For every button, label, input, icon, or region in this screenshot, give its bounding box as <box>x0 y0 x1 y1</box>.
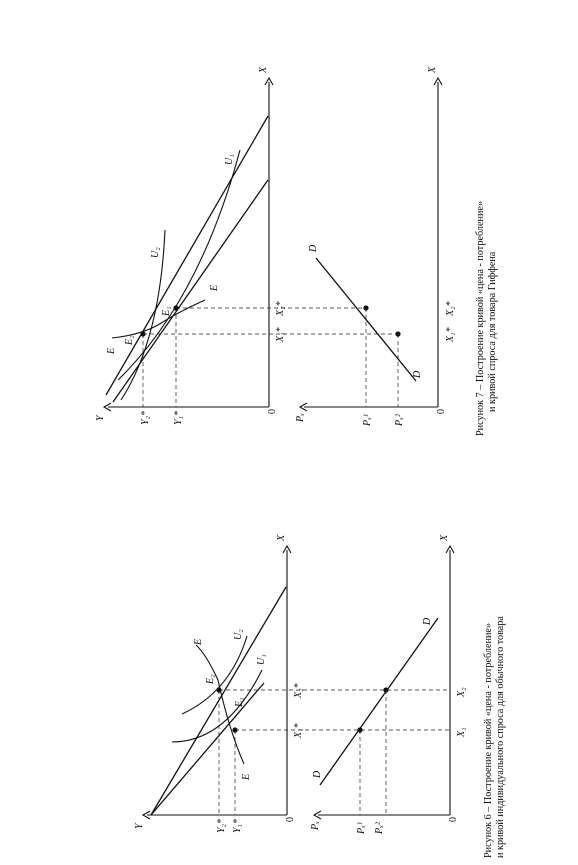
fig6-indifference-curve-u2 <box>181 635 248 715</box>
fig7-e2-label: E₂ <box>124 335 135 346</box>
fig7-lower-origin-label: 0 <box>436 409 447 414</box>
figure-6: X Y 0 E E E₂ E₁ U₂ U₁ Y₂* Y₁* <box>134 534 506 858</box>
fig6-lower-x-arrow-icon <box>445 544 455 554</box>
fig6-e-bottom-label: E <box>241 774 252 781</box>
fig7-y-label: Y <box>95 414 106 421</box>
fig7-indifference-diagram: X Y 0 E E E₂ E₁ U₂ U₁ Y₂* Y₁* X₁* X₂* <box>95 66 398 425</box>
fig7-u1-label: U₁ <box>224 154 235 165</box>
fig7-lower-x-label: X <box>427 66 438 74</box>
fig6-point-e1 <box>232 727 238 733</box>
fig7-lower-x-arrow-icon <box>433 76 443 86</box>
fig6-x2-star-tick: X₂* <box>293 683 304 699</box>
fig6-u2-label: U₂ <box>233 629 244 640</box>
fig7-indifference-curve-u1 <box>117 149 241 381</box>
fig6-p2-tick: Pₓ² <box>374 821 385 835</box>
fig7-budget-line-2 <box>105 115 269 396</box>
fig6-origin-label: 0 <box>285 817 296 822</box>
fig7-price-consumption-curve <box>111 299 206 339</box>
fig6-u1-label: U₁ <box>256 654 267 665</box>
fig7-e-bottom-label: E <box>209 285 220 292</box>
fig7-p1-tick: Pₓ¹ <box>362 414 373 427</box>
fig7-x1-star-tick: X₁* <box>275 327 286 343</box>
fig6-indifference-diagram: X Y 0 E E E₂ E₁ U₂ U₁ Y₂* Y₁* <box>134 534 450 833</box>
fig7-lower-p-label: Pₓ <box>295 413 306 423</box>
fig6-y2-tick: Y₂* <box>216 819 227 833</box>
fig7-caption-line-1: Рисунок 7 – Построение кривой «цена - по… <box>475 201 486 436</box>
fig6-demand-diagram: X Pₓ 0 D D Pₓ¹ Pₓ² X₁ X₂ <box>310 534 467 835</box>
fig7-point-e1 <box>173 305 179 311</box>
fig7-demand-line <box>315 257 417 382</box>
fig6-indifference-curve-u1 <box>171 669 263 743</box>
fig7-point-e2 <box>140 331 146 337</box>
fig6-budget-line-1 <box>150 682 265 816</box>
fig7-y2-tick: Y₂* <box>140 411 151 425</box>
fig7-caption-line-2: и кривой спроса для товара Гиффена <box>487 251 498 412</box>
fig6-lower-p-label: Pₓ <box>310 821 321 831</box>
fig6-e1-label: E₁ <box>234 697 245 708</box>
fig6-lower-x-label: X <box>439 534 450 542</box>
fig6-price-consumption-curve <box>195 644 245 765</box>
fig6-y-label: Y <box>134 822 145 829</box>
fig7-indifference-curve-u2 <box>120 229 166 401</box>
fig7-u2-label: U₂ <box>150 247 161 258</box>
fig7-y-arrow-icon <box>102 402 112 412</box>
fig6-budget-line-2 <box>150 586 287 816</box>
fig6-caption-line-2: и кривой индивидуального спроса для обыч… <box>495 616 506 858</box>
fig6-caption-line-1: Рисунок 6 – Построение кривой «цена - по… <box>483 623 494 858</box>
fig6-demand-line <box>319 617 439 786</box>
fig6-x-label: X <box>276 534 287 542</box>
fig6-y1-tick: Y₁* <box>232 819 243 833</box>
fig6-x-arrow-icon <box>282 544 292 554</box>
fig6-e-top-label: E <box>193 639 204 646</box>
fig7-d-right-label: D <box>412 370 423 379</box>
fig7-e1-label: E₁ <box>161 306 172 317</box>
figure-7: X Y 0 E E E₂ E₁ U₂ U₁ Y₂* Y₁* X₁* X₂* <box>95 66 498 436</box>
fig7-demand-diagram: X Pₓ 0 D D Pₓ¹ Pₓ² X₁* X₂* <box>295 66 456 427</box>
fig6-p1-tick: Pₓ¹ <box>356 822 367 835</box>
fig7-origin-label: 0 <box>267 409 278 414</box>
fig7-x-label: X <box>258 66 269 74</box>
fig6-point-e2 <box>216 687 222 693</box>
fig7-budget-line-1 <box>112 179 269 403</box>
fig6-x1-tick: X₁ <box>456 727 467 738</box>
fig6-x1-star-tick: X₁* <box>293 723 304 739</box>
fig7-x1-tick: X₁* <box>445 327 456 343</box>
fig7-y1-tick: Y₁* <box>173 411 184 425</box>
fig7-d-left-label: D <box>308 244 319 253</box>
fig7-x-arrow-icon <box>264 76 274 86</box>
fig7-p2-tick: Pₓ² <box>394 413 405 427</box>
fig6-y-arrow-icon <box>141 810 151 820</box>
fig6-d-left-label: D <box>312 770 323 779</box>
fig7-e-top-label: E <box>106 348 117 355</box>
fig7-x2-star-tick: X₂* <box>275 301 286 317</box>
fig6-d-right-label: D <box>422 617 433 626</box>
fig6-x2-tick: X₂ <box>456 687 467 698</box>
fig6-lower-p-arrow-icon <box>312 810 322 820</box>
fig7-lower-p-arrow-icon <box>298 402 308 412</box>
fig6-e2-label: E₂ <box>205 674 216 685</box>
fig7-x2-tick: X₂* <box>445 301 456 317</box>
fig6-lower-origin-label: 0 <box>448 817 459 822</box>
